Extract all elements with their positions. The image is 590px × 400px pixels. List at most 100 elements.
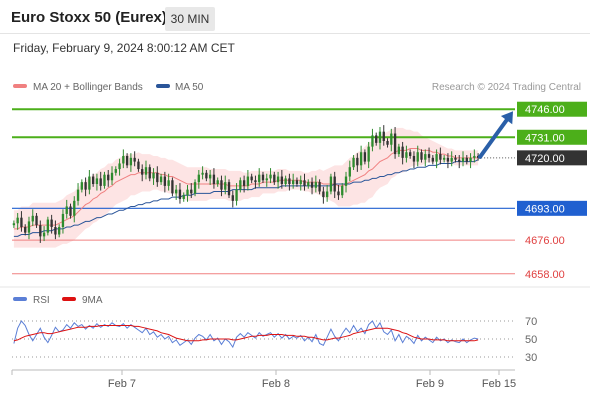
candle-body bbox=[450, 157, 453, 162]
candle-body bbox=[107, 174, 110, 181]
forecast-arrow-shaft bbox=[478, 118, 509, 159]
candle-body bbox=[193, 182, 197, 194]
level-label-4693.00: 4693.00 bbox=[525, 203, 565, 215]
candle-body bbox=[39, 225, 42, 237]
candle-body bbox=[212, 174, 216, 185]
candle-body bbox=[216, 180, 219, 185]
candle-body bbox=[114, 169, 117, 173]
candle-body bbox=[239, 180, 242, 190]
candle-body bbox=[224, 182, 227, 190]
candle-body bbox=[292, 180, 295, 185]
candle-body bbox=[54, 227, 57, 235]
candle-body bbox=[476, 155, 480, 158]
x-tick-label: Feb 7 bbox=[108, 378, 136, 390]
x-tick-label: Feb 8 bbox=[262, 378, 290, 390]
candle-body bbox=[76, 189, 80, 201]
candle-body bbox=[258, 174, 261, 183]
candle-body bbox=[280, 176, 284, 185]
candle-body bbox=[322, 191, 325, 198]
candle-body bbox=[427, 154, 431, 158]
legend-label-9ma: 9MA bbox=[82, 295, 103, 306]
candle-body bbox=[99, 178, 102, 186]
candle-body bbox=[371, 135, 374, 147]
candle-body bbox=[125, 155, 129, 166]
candle-body bbox=[314, 182, 317, 188]
candle-body bbox=[273, 174, 276, 183]
candle-body bbox=[439, 154, 442, 160]
rsi-tick-70: 70 bbox=[525, 316, 537, 328]
candle-body bbox=[88, 176, 91, 190]
last-price-label: 4720.00 bbox=[525, 153, 565, 165]
candle-body bbox=[284, 178, 287, 185]
candle-body bbox=[276, 176, 280, 183]
candle-body bbox=[261, 174, 265, 181]
candle-body bbox=[42, 232, 46, 237]
candle-body bbox=[269, 174, 272, 179]
candle-body bbox=[137, 161, 140, 170]
main-legend: MA 20 + Bollinger Bands MA 50 Research ©… bbox=[13, 82, 581, 93]
candle-body bbox=[359, 152, 363, 166]
candle-body bbox=[295, 180, 299, 185]
candle-body bbox=[352, 157, 355, 168]
candle-body bbox=[458, 159, 461, 162]
candle-body bbox=[431, 157, 434, 162]
candle-body bbox=[329, 176, 333, 192]
candle-body bbox=[337, 191, 340, 196]
candle-body bbox=[348, 167, 351, 177]
candle-body bbox=[141, 169, 144, 175]
level-label-4658.00: 4658.00 bbox=[525, 269, 565, 281]
candle-body bbox=[386, 141, 389, 145]
candle-body bbox=[310, 182, 314, 188]
candle-body bbox=[186, 189, 189, 196]
candle-body bbox=[12, 223, 16, 226]
candle-body bbox=[110, 172, 114, 181]
candle-body bbox=[148, 167, 151, 179]
candle-body bbox=[446, 157, 450, 162]
candle-body bbox=[227, 182, 231, 196]
candle-body bbox=[424, 154, 427, 160]
candle-body bbox=[46, 219, 50, 233]
candle-body bbox=[65, 206, 68, 214]
candle-body bbox=[24, 227, 27, 233]
legend-swatch-ma20 bbox=[13, 84, 27, 88]
candle-body bbox=[84, 182, 87, 190]
x-axis: Feb 7 Feb 8 Feb 9 Feb 15 bbox=[11, 369, 516, 390]
legend-label-ma20: MA 20 + Bollinger Bands bbox=[33, 82, 143, 93]
ma50-line bbox=[13, 159, 479, 237]
candle-body bbox=[397, 146, 401, 155]
candle-body bbox=[341, 185, 344, 196]
candle-body bbox=[122, 155, 125, 164]
chart-datetime: Friday, February 9, 2024 8:00:12 AM CET bbox=[13, 41, 235, 55]
candle-body bbox=[265, 178, 268, 181]
candle-body bbox=[325, 191, 329, 198]
candle-body bbox=[435, 154, 438, 162]
candle-body bbox=[412, 155, 416, 162]
candle-body bbox=[103, 174, 106, 186]
research-credit: Research © 2024 Trading Central bbox=[432, 82, 581, 93]
legend-swatch-rsi bbox=[13, 297, 27, 301]
candle-body bbox=[318, 182, 321, 192]
forecast-arrow-head bbox=[500, 111, 513, 125]
candle-body bbox=[356, 157, 359, 166]
x-tick-label: Feb 15 bbox=[482, 378, 516, 390]
candle-body bbox=[129, 157, 133, 166]
candle-body bbox=[367, 146, 370, 162]
rsi-panel: RSI 9MA 70 50 30 bbox=[12, 295, 537, 364]
candle-body bbox=[416, 152, 419, 162]
candle-body bbox=[454, 157, 457, 160]
timeframe-badge[interactable]: 30 MIN bbox=[165, 7, 215, 31]
candle-body bbox=[299, 180, 302, 185]
candle-body bbox=[58, 227, 61, 235]
candle-body bbox=[333, 176, 336, 192]
candle-body bbox=[159, 176, 163, 183]
candle-body bbox=[401, 146, 404, 158]
candle-body bbox=[409, 152, 412, 156]
candle-body bbox=[152, 172, 155, 179]
candle-body bbox=[461, 157, 465, 162]
candle-body bbox=[473, 155, 476, 158]
candle-body bbox=[390, 133, 393, 145]
instrument-title: Euro Stoxx 50 (Eurex) bbox=[11, 9, 167, 26]
candle-body bbox=[20, 217, 23, 228]
candle-body bbox=[405, 152, 408, 158]
candle-body bbox=[80, 182, 83, 190]
